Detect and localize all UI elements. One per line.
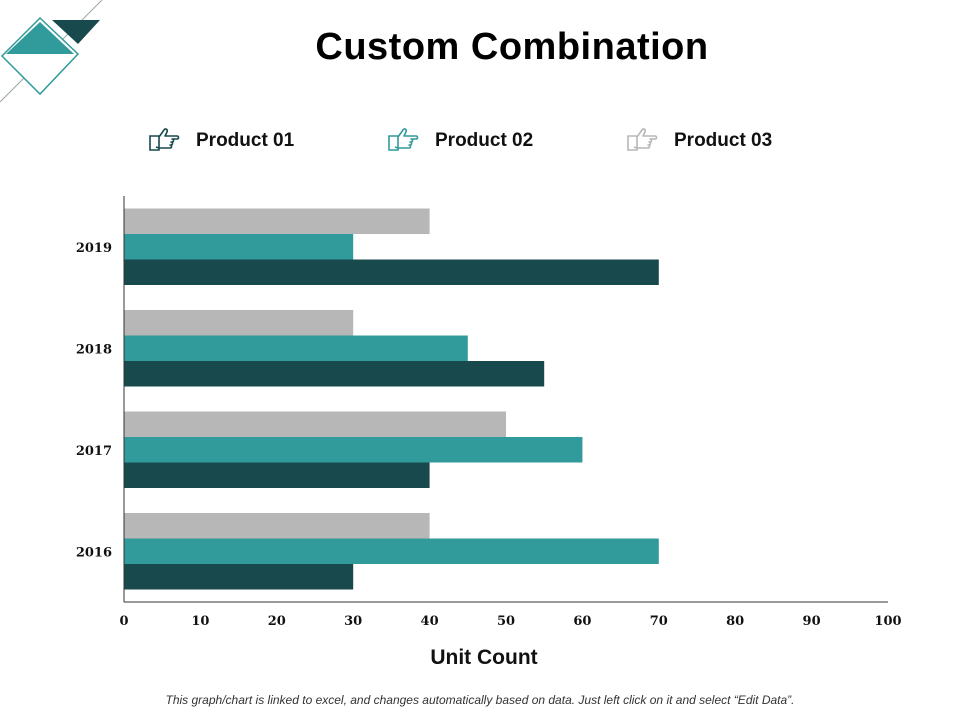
x-tick-label: 50 bbox=[497, 614, 515, 629]
x-tick-label: 10 bbox=[191, 614, 209, 629]
legend-item-product-02: Product 02 bbox=[387, 126, 533, 156]
x-tick-label: 70 bbox=[650, 614, 668, 629]
bar-product-02-2016 bbox=[124, 538, 659, 564]
legend-label: Product 01 bbox=[196, 130, 295, 151]
x-tick-label: 40 bbox=[421, 614, 439, 629]
x-axis-label: Unit Count bbox=[430, 646, 537, 669]
x-tick-label: 100 bbox=[874, 614, 901, 629]
x-tick-label: 80 bbox=[726, 614, 744, 629]
page-title: Custom Combination bbox=[315, 26, 709, 68]
corner-decoration bbox=[0, 0, 103, 103]
bar-product-01-2018 bbox=[124, 361, 545, 387]
x-tick-label: 20 bbox=[268, 614, 286, 629]
x-tick-label: 90 bbox=[803, 614, 821, 629]
legend-item-product-01: Product 01 bbox=[148, 126, 294, 156]
bar-product-01-2016 bbox=[124, 564, 354, 590]
y-tick-label: 2019 bbox=[76, 241, 112, 256]
y-tick-label: 2016 bbox=[76, 545, 112, 560]
legend-label: Product 02 bbox=[435, 130, 534, 151]
bar-product-02-2018 bbox=[124, 335, 468, 361]
legend-item-product-03: Product 03 bbox=[626, 126, 772, 156]
bar-product-02-2019 bbox=[124, 234, 354, 260]
bar-product-01-2017 bbox=[124, 462, 430, 488]
bar-product-01-2019 bbox=[124, 259, 659, 285]
bar-product-03-2016 bbox=[124, 513, 430, 539]
footnote: This graph/chart is linked to excel, and… bbox=[165, 693, 795, 707]
bar-product-03-2019 bbox=[124, 208, 430, 234]
pointing-hand-icon bbox=[627, 128, 658, 151]
bar-product-02-2017 bbox=[124, 437, 583, 463]
x-tick-label: 0 bbox=[119, 614, 128, 629]
legend-label: Product 03 bbox=[674, 130, 773, 151]
x-tick-label: 30 bbox=[344, 614, 362, 629]
x-tick-label: 60 bbox=[573, 614, 591, 629]
bar-product-03-2017 bbox=[124, 411, 506, 437]
bar-product-03-2018 bbox=[124, 310, 354, 336]
y-tick-label: 2018 bbox=[76, 342, 112, 357]
pointing-hand-icon bbox=[388, 128, 419, 151]
bar-chart: 2016 2017 2018 2019 0 10 20 30 40 50 60 70 80 90 100 Un… bbox=[76, 196, 902, 669]
pointing-hand-icon bbox=[149, 128, 180, 151]
chart-legend: Product 01 Product 02 Product 03 bbox=[0, 126, 960, 162]
y-tick-label: 2017 bbox=[76, 444, 112, 459]
